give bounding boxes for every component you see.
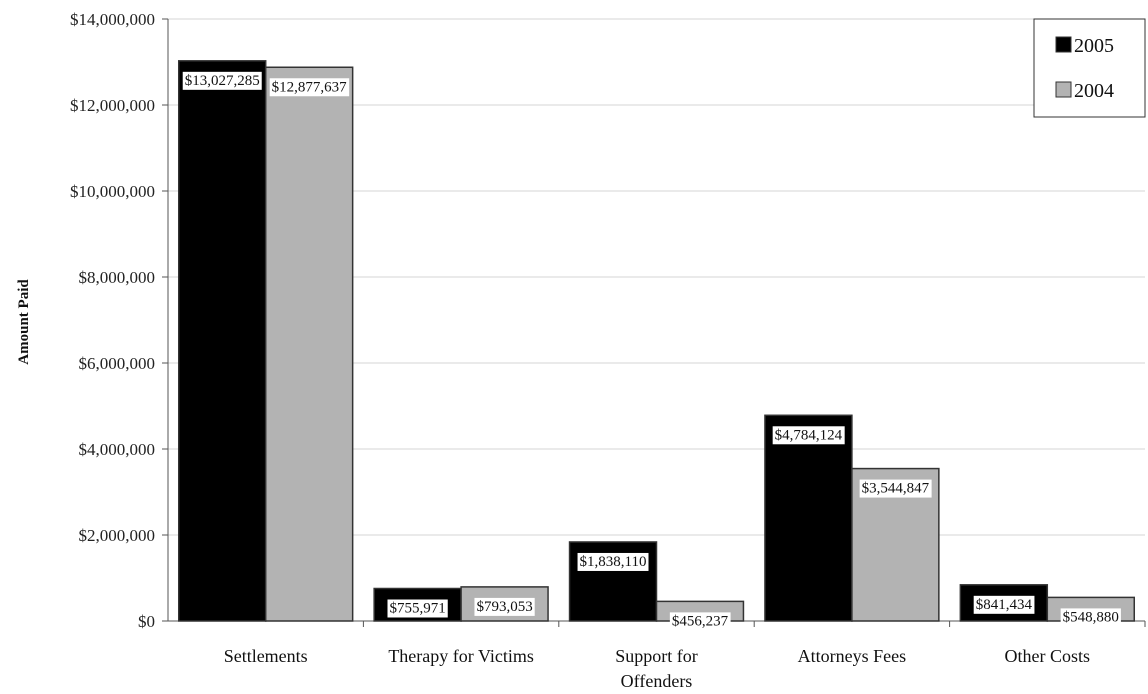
y-tick-label: $4,000,000 [79,440,156,459]
bar-2005 [764,414,853,622]
y-tick-label: $14,000,000 [70,10,155,29]
legend-swatch-2004 [1055,81,1072,98]
y-tick-label: $12,000,000 [70,96,155,115]
x-category-label: Therapy for Victims [388,646,534,666]
data-label-background [182,71,262,90]
data-label-2004: $3,544,847 [862,481,930,497]
y-tick-label: $6,000,000 [79,354,156,373]
data-label-background [859,479,932,498]
y-tick-label: $10,000,000 [70,182,155,201]
data-label-2004: $548,880 [1063,609,1119,625]
x-category-label: Support for [615,646,698,666]
legend-swatch-2005 [1055,36,1072,53]
data-label-2005: $841,434 [976,597,1033,613]
data-label-2005: $755,971 [389,600,445,616]
data-label-2005: $13,027,285 [185,73,260,89]
data-label-2005: $1,838,110 [580,554,647,570]
y-axis-title: Amount Paid [16,279,32,365]
legend-box [1033,18,1146,118]
y-tick-label: $8,000,000 [79,268,156,287]
data-label-background [577,552,649,571]
data-label-background [269,78,350,97]
legend-label-2004: 2004 [1074,80,1114,102]
data-label-background [669,612,731,631]
y-tick-label: $2,000,000 [79,526,156,545]
y-tick-label: $0 [138,612,155,631]
data-label-background [1060,608,1121,627]
data-label-2004: $456,237 [672,613,729,629]
data-label-background [772,426,845,445]
data-label-2005: $4,784,124 [775,427,843,443]
x-category-label: Settlements [224,646,308,666]
data-label-background [973,595,1035,614]
bar-2005 [177,60,267,622]
data-label-2004: $793,053 [476,599,532,615]
x-category-label: Other Costs [1005,646,1091,666]
x-category-label: Offenders [621,671,693,691]
legend-label-2005: 2005 [1074,35,1114,57]
data-label-background [387,599,448,618]
data-label-background [474,597,535,616]
x-category-label: Attorneys Fees [798,646,906,666]
bar-2004 [264,66,354,622]
data-label-2004: $12,877,637 [272,79,348,95]
